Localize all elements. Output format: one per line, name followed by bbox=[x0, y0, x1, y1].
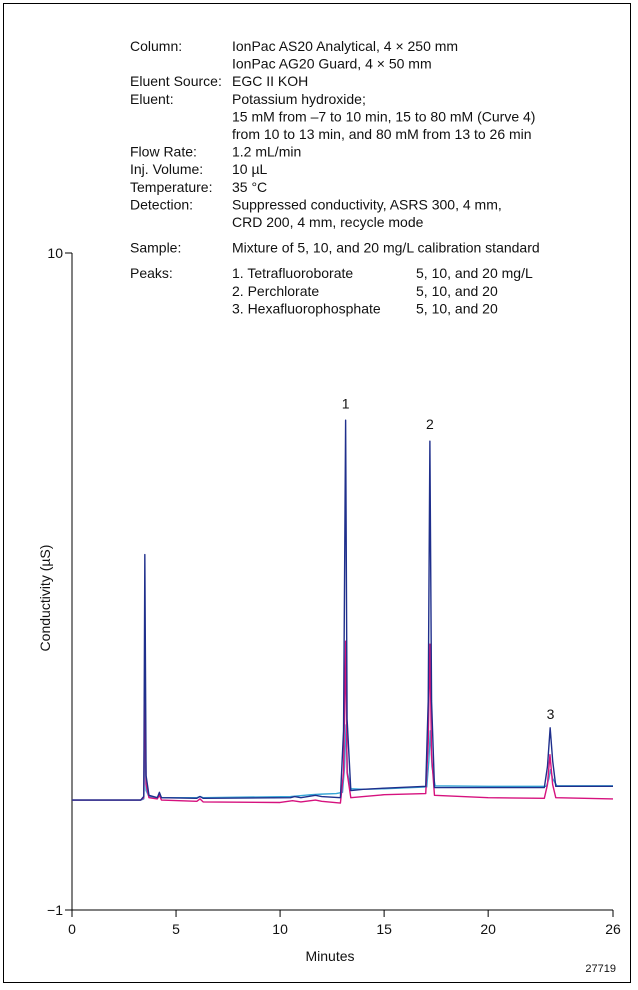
condition-label: Eluent Source: bbox=[130, 73, 222, 89]
condition-label: Eluent: bbox=[130, 91, 174, 107]
peak-concentration: 5, 10, and 20 mg/L bbox=[416, 265, 533, 281]
condition-value: 1.2 mL/min bbox=[232, 144, 301, 160]
x-tick-label: 5 bbox=[172, 921, 180, 937]
condition-value: 10 µL bbox=[232, 161, 268, 177]
y-tick-label: 10 bbox=[47, 245, 63, 261]
condition-label: Inj. Volume: bbox=[130, 161, 203, 177]
condition-label: Column: bbox=[130, 38, 182, 54]
figure-id: 27719 bbox=[585, 963, 616, 975]
chromatogram-traces bbox=[72, 419, 614, 804]
x-tick-label: 15 bbox=[376, 921, 392, 937]
condition-label: Temperature: bbox=[130, 179, 212, 195]
condition-value: IonPac AG20 Guard, 4 × 50 mm bbox=[232, 56, 432, 72]
x-tick-label: 20 bbox=[480, 921, 496, 937]
condition-value: IonPac AS20 Analytical, 4 × 250 mm bbox=[232, 38, 458, 54]
plot-area: 0 5 10 15 20 26 −1 10 1 2 3 bbox=[47, 245, 621, 937]
conditions-block: Column: IonPac AS20 Analytical, 4 × 250 m… bbox=[130, 38, 540, 316]
peak-label-3: 3 bbox=[547, 706, 555, 722]
peak-label-2: 2 bbox=[426, 416, 434, 432]
x-axis-title: Minutes bbox=[305, 948, 354, 964]
peak-labels: 1 2 3 bbox=[342, 395, 555, 722]
x-tick-label: 26 bbox=[605, 921, 621, 937]
trace-20-mgl bbox=[72, 419, 613, 801]
condition-value: Mixture of 5, 10, and 20 mg/L calibratio… bbox=[232, 240, 540, 256]
condition-value: CRD 200, 4 mm, recycle mode bbox=[232, 214, 424, 230]
condition-value: Suppressed conductivity, ASRS 300, 4 mm, bbox=[232, 196, 502, 212]
condition-value: EGC II KOH bbox=[232, 73, 308, 89]
peak-name: 2. Perchlorate bbox=[232, 283, 319, 299]
y-tick-label: −1 bbox=[47, 902, 63, 918]
axis-ticks: 0 5 10 15 20 26 −1 10 bbox=[47, 245, 621, 937]
peak-concentration: 5, 10, and 20 bbox=[416, 283, 498, 299]
peaks-label: Peaks: bbox=[130, 265, 173, 281]
x-tick-label: 10 bbox=[272, 921, 288, 937]
condition-label: Flow Rate: bbox=[130, 144, 197, 160]
peak-label-1: 1 bbox=[342, 395, 350, 411]
condition-value: 35 °C bbox=[232, 179, 267, 195]
condition-value: Potassium hydroxide; bbox=[232, 91, 366, 107]
figure-frame bbox=[3, 3, 631, 983]
trace-10-mgl bbox=[72, 640, 614, 804]
condition-value: 15 mM from –7 to 10 min, 15 to 80 mM (Cu… bbox=[232, 108, 535, 124]
x-tick-label: 0 bbox=[68, 921, 76, 937]
condition-label: Sample: bbox=[130, 240, 181, 256]
condition-label: Detection: bbox=[130, 196, 193, 212]
condition-value: from 10 to 13 min, and 80 mM from 13 to … bbox=[232, 126, 532, 142]
peak-concentration: 5, 10, and 20 bbox=[416, 300, 498, 316]
peak-name: 1. Tetrafluoroborate bbox=[232, 265, 353, 281]
peak-name: 3. Hexafluorophosphate bbox=[232, 300, 381, 316]
y-axis-title: Conductivity (µS) bbox=[37, 545, 53, 652]
